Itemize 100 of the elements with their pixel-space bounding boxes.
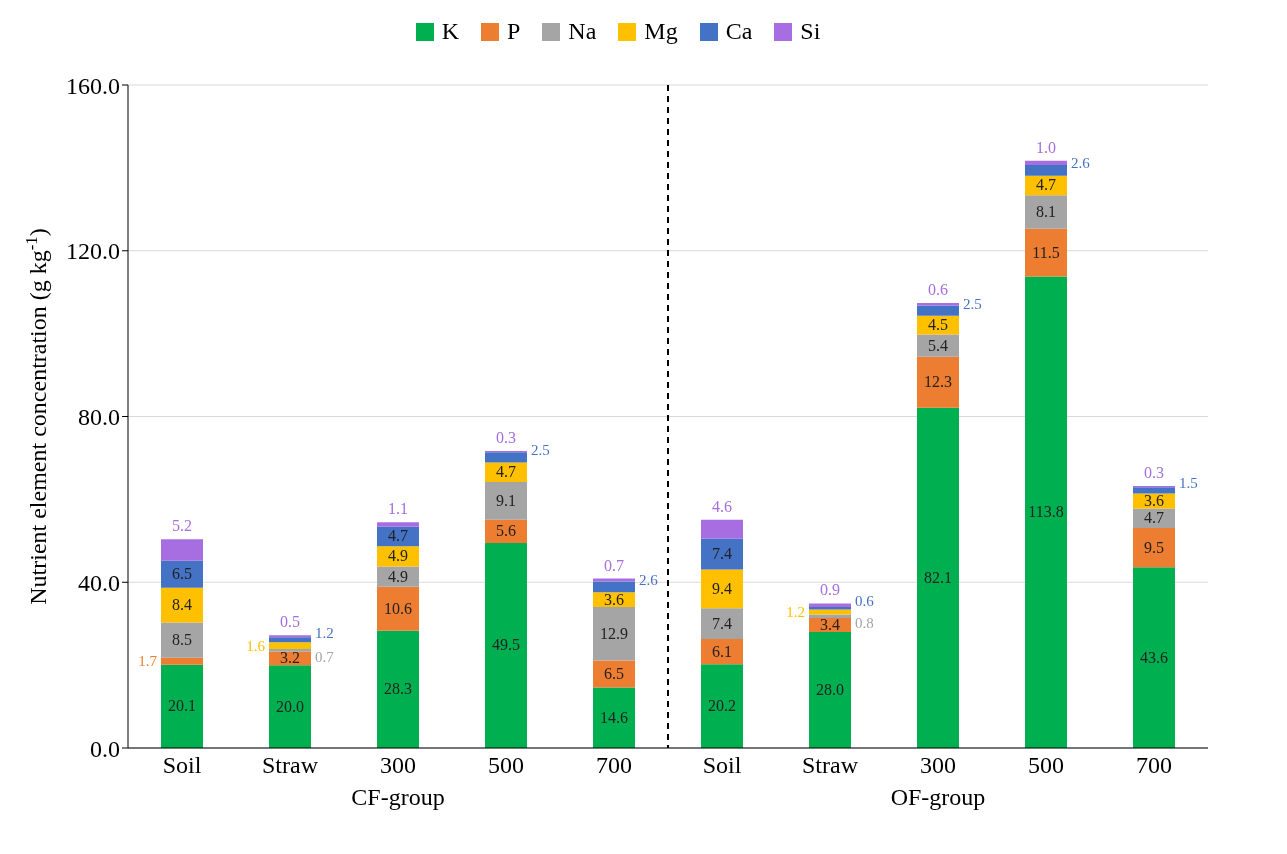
bar — [377, 586, 419, 631]
data-label: 1.5 — [1179, 475, 1198, 492]
data-label: 4.9 — [388, 567, 408, 585]
x-tick-label: 700 — [1136, 752, 1172, 779]
bar — [593, 607, 635, 661]
bar — [701, 664, 743, 748]
data-label: 3.2 — [280, 649, 300, 667]
bar — [809, 603, 851, 608]
bar — [809, 631, 851, 748]
x-tick-label: Soil — [702, 752, 742, 779]
data-label: 43.6 — [1140, 648, 1168, 666]
bar — [593, 687, 635, 748]
data-label: 12.9 — [600, 624, 628, 642]
bar — [161, 622, 203, 658]
data-label: 8.4 — [172, 596, 192, 614]
bar — [1133, 508, 1175, 528]
data-label: 0.8 — [855, 615, 874, 632]
data-label: 20.1 — [168, 697, 196, 715]
bar — [1025, 276, 1067, 748]
data-label: 5.6 — [496, 522, 516, 540]
bar — [269, 635, 311, 638]
data-label: 28.0 — [816, 680, 844, 698]
text: OF-group — [889, 784, 987, 811]
bar — [701, 569, 743, 609]
x-tick-label: Straw — [802, 752, 859, 779]
data-label: 1.2 — [786, 604, 805, 621]
text: CF-group — [350, 784, 446, 811]
data-label: 11.5 — [1032, 243, 1060, 261]
bar — [377, 522, 419, 527]
bar — [593, 660, 635, 688]
data-label: 0.7 — [315, 649, 335, 666]
bar — [917, 407, 959, 748]
bar — [701, 639, 743, 665]
y-tick-label: 120.0 — [66, 238, 120, 265]
bar — [1025, 228, 1067, 277]
bar — [917, 334, 959, 357]
data-label: 2.5 — [531, 442, 550, 459]
data-label: 4.5 — [928, 316, 948, 334]
data-label: 4.7 — [496, 463, 516, 481]
bar — [485, 462, 527, 482]
bar — [701, 519, 743, 539]
data-label: 9.1 — [496, 491, 516, 509]
bar — [485, 452, 527, 463]
y-tick-label: 0.0 — [90, 735, 120, 762]
bar — [485, 542, 527, 748]
bar — [917, 356, 959, 408]
data-label: 3.4 — [820, 615, 840, 633]
data-label: 0.5 — [280, 613, 300, 631]
legend-label: Mg — [644, 18, 678, 45]
x-tick-label: Soil — [162, 752, 202, 779]
data-label: 0.3 — [1144, 464, 1164, 482]
bar — [161, 539, 203, 561]
data-label: 6.5 — [604, 665, 624, 683]
bar — [485, 481, 527, 520]
data-label: 0.6 — [855, 593, 875, 610]
bar — [269, 648, 311, 652]
data-label: 113.8 — [1028, 503, 1064, 521]
bar — [809, 609, 851, 615]
data-label: 6.5 — [172, 565, 192, 583]
x-tick-label: 300 — [920, 752, 956, 779]
x-tick-label: 700 — [596, 752, 632, 779]
legend-label: Si — [800, 18, 821, 45]
data-label: 28.3 — [384, 680, 412, 698]
bar — [269, 665, 311, 748]
x-tick-label: 500 — [488, 752, 524, 779]
data-label: 1.2 — [315, 624, 334, 641]
data-label: 10.6 — [384, 599, 412, 617]
data-label: 1.0 — [1036, 138, 1056, 156]
data-label: 1.6 — [246, 637, 266, 654]
data-label: 4.9 — [388, 547, 408, 565]
bar — [161, 664, 203, 748]
y-tick-label: 40.0 — [78, 569, 120, 596]
data-label: 20.2 — [708, 697, 736, 715]
data-label: 2.6 — [1071, 155, 1091, 172]
data-label: 1.7 — [138, 653, 158, 670]
bar — [377, 546, 419, 567]
bar — [1133, 527, 1175, 568]
x-tick-label: 300 — [380, 752, 416, 779]
bar — [161, 560, 203, 588]
bar — [1133, 487, 1175, 494]
data-label: 0.3 — [496, 428, 516, 446]
y-tick-label: 80.0 — [78, 404, 120, 431]
data-label: 3.6 — [604, 590, 624, 608]
legend-label: Na — [568, 18, 597, 45]
data-label: 49.5 — [492, 636, 520, 654]
x-tick-label: 500 — [1028, 752, 1064, 779]
data-label: 7.4 — [712, 614, 732, 632]
legend-label: K — [441, 18, 459, 45]
data-label: 2.6 — [639, 571, 659, 588]
bar — [1025, 164, 1067, 176]
data-label: 6.1 — [712, 642, 732, 660]
legend-label: Ca — [725, 18, 753, 45]
data-label: 12.3 — [924, 373, 952, 391]
bar — [161, 657, 203, 665]
data-label: 4.6 — [712, 497, 732, 515]
data-label: 0.6 — [928, 280, 948, 298]
data-label: 5.2 — [172, 517, 192, 535]
bar — [593, 581, 635, 593]
data-label: 1.1 — [388, 500, 408, 518]
data-label: 2.5 — [963, 295, 982, 312]
